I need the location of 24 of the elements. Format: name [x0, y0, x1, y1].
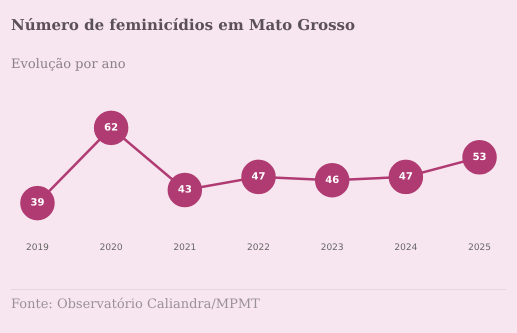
x-tick-label: 2019 [26, 242, 50, 253]
x-tick-label: 2025 [468, 242, 491, 253]
x-tick-label: 2022 [247, 242, 270, 253]
data-label: 47 [398, 172, 413, 183]
point [314, 162, 350, 198]
point [388, 160, 424, 194]
data-label: 47 [252, 172, 266, 183]
x-tick-label: 2021 [173, 242, 196, 253]
point [241, 160, 276, 194]
chart-subtitle: Evolução por ano [11, 57, 126, 72]
point [168, 172, 202, 208]
data-label: 62 [104, 122, 118, 134]
point [94, 110, 128, 146]
data-label: 53 [472, 152, 487, 163]
source-note: Fonte: Observatório Caliandra/MPMT [11, 297, 260, 312]
data-label: 43 [178, 184, 192, 196]
point [462, 140, 497, 175]
data-label: 46 [325, 174, 340, 186]
point [20, 186, 55, 220]
data-label: 39 [30, 198, 44, 209]
x-tick-label: 2024 [394, 242, 418, 253]
x-tick-label: 2023 [320, 242, 344, 253]
chart-title: Número de feminicídios em Mato Grosso [11, 16, 356, 34]
x-tick-label: 2020 [100, 242, 123, 253]
